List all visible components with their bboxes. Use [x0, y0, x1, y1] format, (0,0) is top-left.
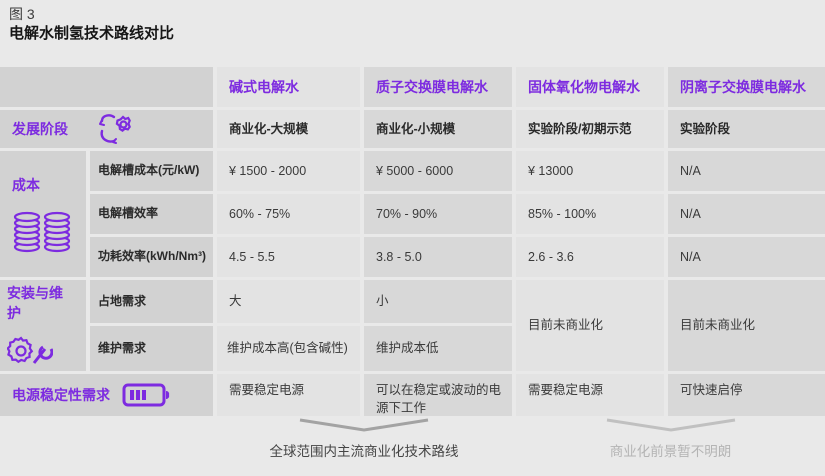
power-req-soec: 需要稳定电源: [516, 374, 664, 416]
column-header-alkaline: 碱式电解水: [217, 67, 360, 107]
footnote-mainstream: 全球范围内主流商业化技术路线: [217, 417, 511, 460]
row-label-dev-stage: 发展阶段: [0, 110, 213, 148]
cost-label: 成本: [12, 176, 40, 193]
row-label-cost: 成本: [0, 151, 86, 277]
dev-stage-pem: 商业化-小规模: [364, 110, 512, 148]
row-label-power-stability: 电源稳定性需求: [0, 374, 213, 416]
bracket-right: [606, 418, 735, 432]
dev-stage-label: 发展阶段: [12, 120, 68, 137]
efficiency-soec: 85% - 100%: [516, 194, 664, 234]
not-commercialized-aem: 目前未商业化: [668, 280, 825, 371]
dev-stage-aem: 实验阶段: [668, 110, 825, 148]
column-header-soec: 固体氧化物电解水: [516, 67, 664, 107]
battery-icon: [122, 383, 170, 407]
row-label-install: 安装与维护: [0, 280, 86, 371]
footprint-alkaline: 大: [217, 280, 360, 323]
install-label: 安装与维护: [7, 284, 63, 321]
stack-cost-aem: N/A: [668, 151, 825, 191]
footprint-pem: 小: [364, 280, 512, 323]
power-req-pem: 可以在稳定或波动的电源下工作: [364, 374, 512, 416]
efficiency-aem: N/A: [668, 194, 825, 234]
sub-label-footprint: 占地需求: [90, 280, 213, 323]
figure-title: 电解水制氢技术路线对比: [9, 25, 175, 42]
footnote-unclear-text: 商业化前景暂不明朗: [609, 444, 732, 459]
power-stability-label: 电源稳定性需求: [12, 386, 110, 403]
table-corner-cell: [0, 67, 213, 107]
column-header-pem: 质子交换膜电解水: [364, 67, 512, 107]
cycle-gear-icon: [99, 114, 131, 144]
sub-label-power-consumption: 功耗效率(kWh/Nm³): [90, 237, 213, 277]
stack-cost-soec: ¥ 13000: [516, 151, 664, 191]
efficiency-alkaline: 60% - 75%: [217, 194, 360, 234]
stack-cost-alkaline: ¥ 1500 - 2000: [217, 151, 360, 191]
stack-cost-pem: ¥ 5000 - 6000: [364, 151, 512, 191]
not-commercialized-soec: 目前未商业化: [516, 280, 664, 371]
figure-header: 图 3 电解水制氢技术路线对比: [9, 6, 174, 43]
comparison-table: 碱式电解水 质子交换膜电解水 固体氧化物电解水 阴离子交换膜电解水 发展阶段 商…: [0, 67, 825, 416]
coins-icon: [13, 212, 71, 253]
dev-stage-alkaline: 商业化-大规模: [217, 110, 360, 148]
bracket-left: [299, 418, 429, 432]
power-consumption-pem: 3.8 - 5.0: [364, 237, 512, 277]
dev-stage-soec: 实验阶段/初期示范: [516, 110, 664, 148]
efficiency-pem: 70% - 90%: [364, 194, 512, 234]
maintenance-alkaline: 维护成本高(包含碱性): [217, 326, 360, 371]
sub-label-stack-cost: 电解槽成本(元/kW): [90, 151, 213, 191]
power-req-aem: 可快速启停: [668, 374, 825, 416]
maintenance-pem: 维护成本低: [364, 326, 512, 371]
sub-label-efficiency: 电解槽效率: [90, 194, 213, 234]
gear-wrench-icon: [7, 336, 53, 365]
power-consumption-alkaline: 4.5 - 5.5: [217, 237, 360, 277]
column-header-aem: 阴离子交换膜电解水: [668, 67, 825, 107]
sub-label-maintenance: 维护需求: [90, 326, 213, 371]
power-req-alkaline: 需要稳定电源: [217, 374, 360, 416]
footnote-mainstream-text: 全球范围内主流商业化技术路线: [269, 444, 459, 459]
figure-number: 图 3: [9, 6, 35, 22]
power-consumption-soec: 2.6 - 3.6: [516, 237, 664, 277]
power-consumption-aem: N/A: [668, 237, 825, 277]
footnote-unclear: 商业化前景暂不明朗: [516, 417, 825, 460]
